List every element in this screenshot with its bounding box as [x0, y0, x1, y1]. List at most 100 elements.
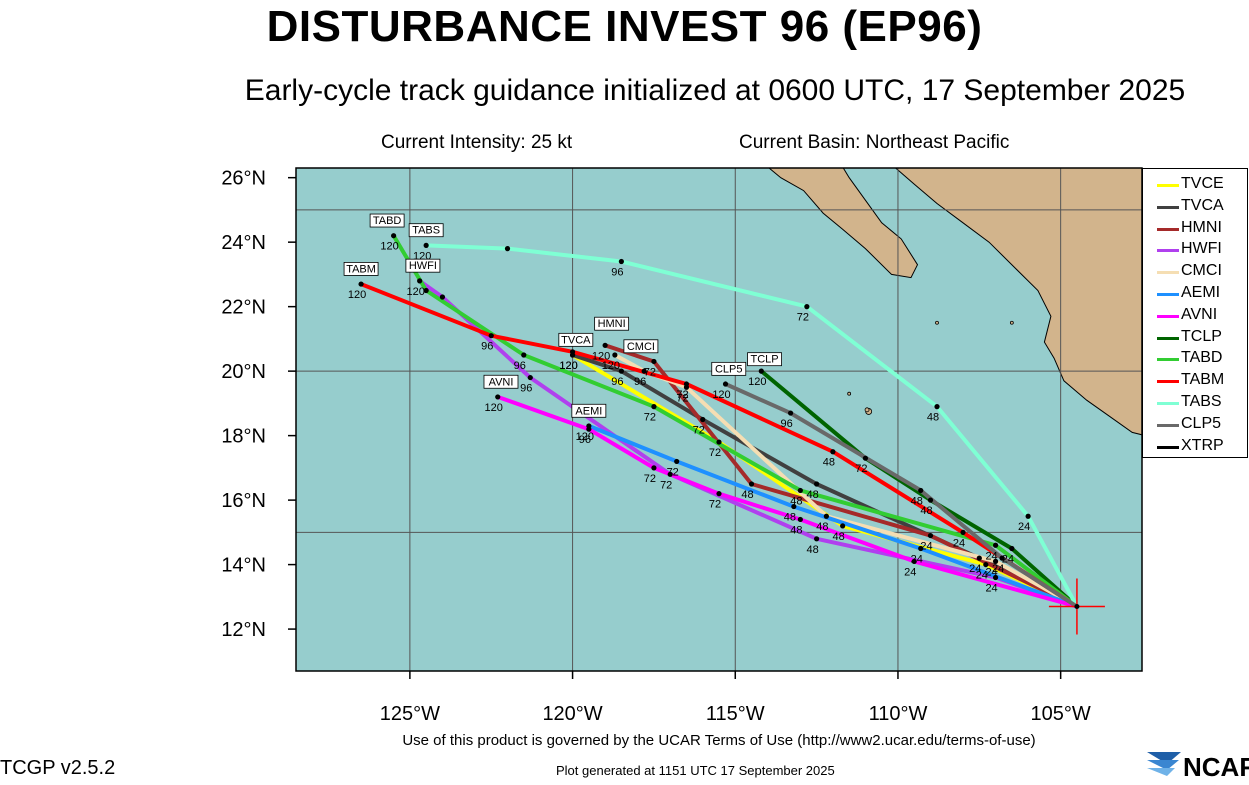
forecast-point — [504, 246, 511, 252]
forecast-hour-label: 120 — [485, 402, 503, 414]
forecast-hour-label: 48 — [920, 505, 932, 517]
legend-swatch — [1157, 205, 1179, 209]
forecast-hour-label: 48 — [790, 495, 802, 507]
forecast-point — [918, 487, 924, 494]
forecast-point — [927, 532, 934, 539]
mexico-mainland — [894, 168, 1142, 436]
legend-swatch — [1157, 271, 1179, 275]
chart-subtitle: Early-cycle track guidance initialized a… — [244, 74, 1186, 107]
y-tick-label: 26°N — [221, 168, 266, 190]
track-end-label: TVCA — [561, 334, 591, 346]
forecast-point — [791, 503, 797, 510]
forecast-hour-label: 72 — [644, 412, 656, 424]
x-tick-label: 115°W — [706, 703, 765, 725]
forecast-hour-label: 48 — [806, 544, 818, 556]
track-end-box — [571, 403, 607, 418]
legend-swatch — [1157, 358, 1179, 362]
forecast-hour-label: 120 — [748, 376, 766, 388]
legend-label: AVNI — [1181, 305, 1218, 323]
forecast-hour-label: 72 — [660, 479, 672, 491]
y-tick-label: 18°N — [221, 426, 266, 448]
forecast-hour-label: 120 — [380, 241, 398, 253]
forecast-hour-label: 96 — [481, 341, 493, 353]
model-tracks: 24 48 72 120 24 48 72 96 120 24 48 72 120 24 48 72 96 120… — [343, 213, 1105, 635]
forecast-point — [569, 349, 576, 355]
forecast-point — [804, 304, 810, 310]
forecast-hour-label: 48 — [911, 495, 923, 507]
forecast-point — [618, 368, 624, 374]
x-tick-label: 110°W — [869, 703, 928, 725]
y-tick-label: 14°N — [221, 555, 266, 577]
forecast-point — [651, 404, 657, 410]
forecast-hour-label: 120 — [592, 350, 610, 362]
legend-label: TVCA — [1181, 196, 1224, 214]
forecast-point — [911, 558, 917, 564]
track-end-box — [623, 339, 659, 354]
forecast-point — [651, 358, 657, 365]
forecast-point — [1009, 545, 1015, 552]
track-end-label: HWFI — [409, 260, 437, 272]
forecast-hour-label: 24 — [911, 553, 923, 565]
forecast-hour-label: 24 — [1002, 553, 1014, 565]
legend-label: HWFI — [1181, 240, 1222, 258]
island-2 — [847, 391, 852, 396]
legend: TVCE TVCA HMNI HWFI CMCI AEMI AVNI TCLP TABD TABM… — [1142, 168, 1248, 458]
legend-swatch — [1157, 402, 1179, 405]
forecast-hour-label: 72 — [709, 499, 721, 511]
forecast-hour-label: 48 — [823, 457, 835, 469]
forecast-hour-label: 96 — [611, 376, 623, 388]
forecast-hour-label: 24 — [969, 563, 981, 575]
legend-label: TVCE — [1181, 175, 1224, 192]
version-label: TCGP v2.5.2 — [0, 757, 116, 779]
y-tick-label: 16°N — [221, 490, 266, 512]
forecast-point — [521, 352, 527, 358]
forecast-point — [983, 561, 989, 568]
legend-label: TABM — [1181, 371, 1225, 389]
forecast-point — [934, 404, 940, 410]
track-end-label: TABD — [373, 215, 402, 227]
forecast-hour-label: 96 — [611, 267, 623, 279]
forecast-point — [527, 374, 533, 381]
forecast-point — [667, 471, 673, 477]
current-intensity: Current Intensity: 25 kt — [381, 132, 573, 153]
generated-timestamp: Plot generated at 1151 UTC 17 September … — [556, 763, 835, 778]
forecast-point — [999, 555, 1005, 561]
forecast-point — [797, 516, 803, 523]
legend-label: HMNI — [1181, 218, 1222, 236]
land-layer — [768, 168, 1142, 436]
legend-label: CLP5 — [1181, 414, 1222, 432]
track-end-box — [408, 223, 444, 238]
forecast-hour-label: 72 — [644, 366, 656, 378]
forecast-hour-label: 24 — [992, 563, 1004, 575]
track-end-box — [405, 258, 441, 273]
forecast-point — [918, 545, 924, 552]
legend-swatch — [1157, 249, 1179, 253]
forecast-hour-label: 120 — [406, 286, 424, 298]
forecast-point — [862, 455, 869, 461]
y-tick-label: 12°N — [221, 619, 266, 641]
track-end-label: HMNI — [598, 318, 626, 330]
track-end-box — [483, 374, 519, 389]
forecast-point — [823, 513, 829, 519]
forecast-hour-label: 120 — [602, 360, 620, 372]
forecast-hour-label: 48 — [927, 412, 939, 424]
legend-label: TABS — [1181, 393, 1222, 410]
island-1 — [864, 407, 870, 413]
forecast-point — [748, 481, 755, 487]
forecast-point — [358, 281, 364, 287]
track-end-label: CLP5 — [715, 363, 743, 375]
legend-swatch — [1157, 380, 1179, 384]
forecast-hour-label: 120 — [559, 360, 577, 372]
forecast-hour-label: 72 — [709, 447, 721, 459]
track-end-label: TABM — [346, 263, 376, 275]
track-end-label: CMCI — [627, 341, 655, 353]
forecast-point — [716, 439, 722, 445]
forecast-hour-label: 24 — [953, 537, 965, 549]
forecast-hour-label: 24 — [985, 582, 997, 594]
forecast-point — [423, 242, 429, 248]
forecast-hour-label: 96 — [780, 418, 792, 430]
forecast-hour-label: 24 — [920, 541, 932, 553]
legend-label: CMCI — [1181, 262, 1222, 280]
legend-label: TABD — [1181, 349, 1223, 367]
